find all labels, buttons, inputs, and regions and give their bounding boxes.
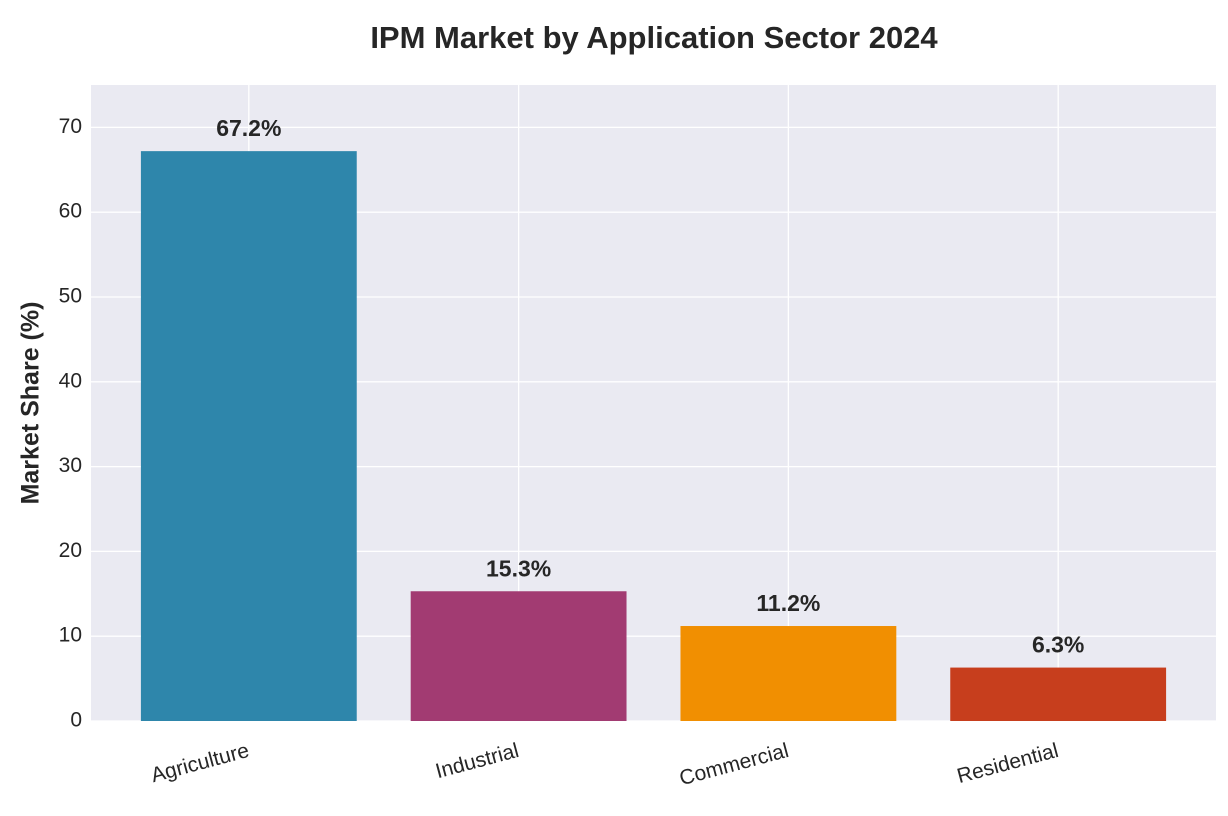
y-tick-label: 30 — [59, 454, 82, 477]
y-axis-label: Market Share (%) — [17, 302, 45, 505]
y-tick-label: 10 — [59, 624, 82, 647]
y-tick-label: 0 — [70, 709, 82, 732]
y-tick-label: 50 — [59, 285, 82, 308]
bar — [680, 626, 897, 721]
value-label: 67.2% — [216, 115, 281, 141]
value-label: 11.2% — [756, 590, 820, 616]
x-tick-label: Industrial — [433, 739, 521, 783]
value-label: 6.3% — [1032, 632, 1084, 658]
x-tick-label: Agriculture — [149, 739, 252, 787]
y-tick-label: 40 — [59, 369, 82, 392]
value-label: 15.3% — [486, 555, 551, 581]
x-tick-label: Residential — [955, 739, 1061, 788]
bar — [950, 667, 1167, 721]
bar — [140, 151, 357, 722]
bar — [410, 591, 627, 721]
chart-title: IPM Market by Application Sector 2024 — [370, 20, 938, 55]
y-tick-label: 20 — [59, 539, 82, 562]
y-tick-label: 70 — [59, 115, 82, 138]
x-tick-label: Commercial — [677, 739, 791, 790]
y-tick-label: 60 — [59, 200, 82, 223]
